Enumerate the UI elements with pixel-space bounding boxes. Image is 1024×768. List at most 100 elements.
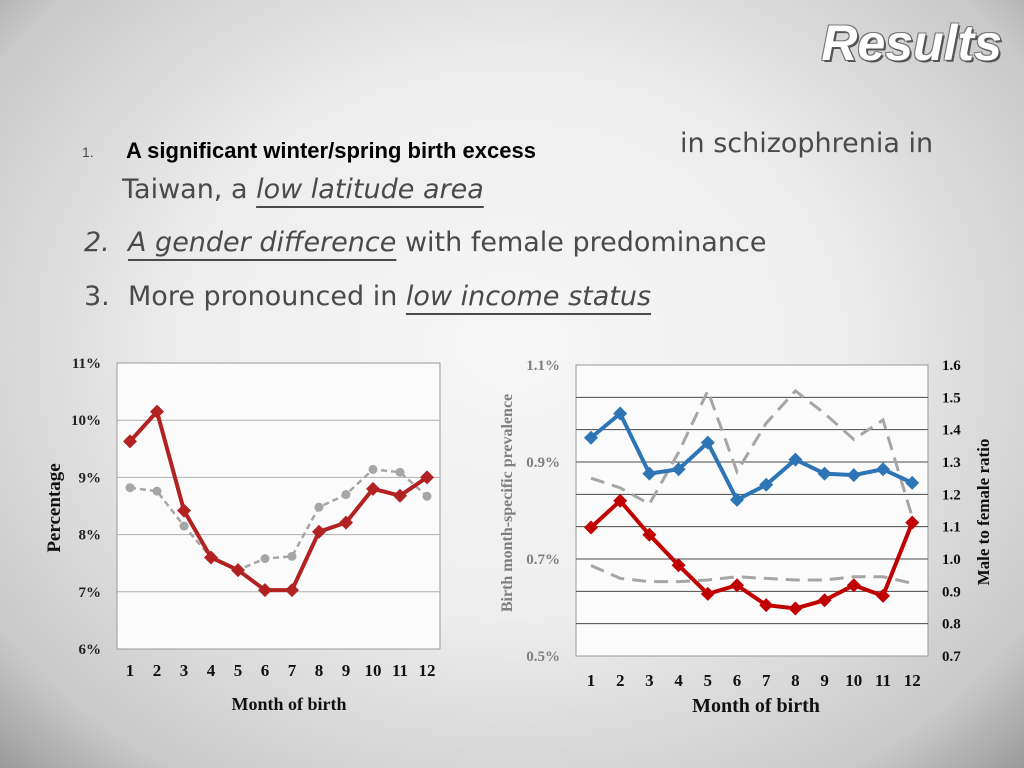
chart2-xtick-label: 6 bbox=[733, 671, 742, 690]
chart1-ytick-label: 6% bbox=[79, 642, 102, 658]
chart1-xtick-label: 12 bbox=[419, 661, 436, 680]
chart2-xtick-label: 7 bbox=[762, 671, 771, 690]
bullet-3-number: 3. bbox=[84, 281, 110, 312]
chart1-xtick-label: 2 bbox=[153, 661, 162, 680]
chart1-xtick-label: 4 bbox=[207, 661, 216, 680]
chart2-xtick-label: 2 bbox=[616, 671, 625, 690]
chart2-series-red-point bbox=[700, 586, 715, 601]
bullet-2: 2. A gender difference with female predom… bbox=[84, 227, 766, 258]
bullet-3-underlined: low income status bbox=[405, 281, 652, 312]
bullet-list: 1. A significant winter/spring birth exc… bbox=[0, 0, 1024, 330]
chart1-xtick-label: 5 bbox=[234, 661, 243, 680]
chart2-series-blue-point bbox=[759, 477, 774, 492]
chart2-series-ratio-line bbox=[590, 564, 913, 585]
bullet-1-number: 1. bbox=[82, 144, 94, 160]
bullet-3: 3. More pronounced in low income status bbox=[84, 281, 651, 312]
chart1-series-gray-point bbox=[125, 483, 135, 493]
chart1-ytick-label: 10% bbox=[71, 413, 101, 429]
bullet-1-cont-text: Taiwan, a bbox=[122, 174, 257, 205]
chart1-xlabel: Month of birth bbox=[231, 694, 346, 714]
chart2-y2tick-label: 1.3 bbox=[942, 455, 961, 471]
chart1-series-red-point bbox=[231, 563, 245, 578]
chart2-series-red-point bbox=[788, 601, 803, 616]
chart2-series-blue-point bbox=[817, 466, 832, 481]
chart2-series-blue-point bbox=[613, 406, 628, 421]
chart2-series-red-point bbox=[730, 578, 744, 593]
chart1-plot-area bbox=[116, 362, 441, 650]
chart1-ytick-label: 7% bbox=[79, 585, 102, 601]
chart2-y2tick-label: 0.9 bbox=[942, 584, 961, 600]
chart2-series-blue-point bbox=[584, 430, 598, 445]
chart1-ytick-label: 11% bbox=[72, 356, 101, 372]
chart1-series-red-point bbox=[258, 583, 272, 598]
chart1-series-gray-point bbox=[287, 551, 297, 561]
chart1-series-gray-point bbox=[341, 490, 351, 500]
chart1-series-red-point bbox=[123, 434, 137, 449]
chart2-y2tick-label: 0.8 bbox=[942, 617, 961, 633]
chart2-xtick-label: 3 bbox=[645, 671, 654, 690]
chart1-series-gray-point bbox=[260, 554, 270, 564]
chart1-series-gray-point bbox=[395, 467, 405, 477]
chart1-series-gray-point bbox=[152, 486, 162, 496]
bullet-2-text: with female predominance bbox=[396, 227, 767, 258]
chart1-xtick-label: 3 bbox=[180, 661, 189, 680]
chart1-xtick-label: 9 bbox=[342, 661, 351, 680]
chart2-ytick-label: 0.7% bbox=[526, 552, 560, 568]
chart1-ylabel: Percentage bbox=[44, 463, 65, 552]
chart1-series-red-point bbox=[366, 481, 380, 496]
chart1-series-red-point bbox=[285, 583, 299, 598]
chart2-series-red-point bbox=[613, 493, 628, 508]
chart2-y2tick-label: 1.2 bbox=[942, 487, 961, 503]
chart2-xtick-label: 4 bbox=[674, 671, 683, 690]
chart1-xtick-label: 6 bbox=[261, 661, 270, 680]
chart1-series-gray-point bbox=[368, 464, 378, 474]
chart1-series-red-point bbox=[150, 404, 164, 419]
chart1-ytick-label: 9% bbox=[79, 470, 102, 486]
chart2-series-red-line bbox=[589, 497, 915, 611]
chart2-series-red-point bbox=[817, 593, 832, 608]
chart1-series-gray-point bbox=[314, 502, 324, 512]
chart2-series-red-point bbox=[905, 515, 920, 530]
slide-title: Results bbox=[821, 15, 1002, 71]
chart2-xlabel: Month of birth bbox=[692, 695, 820, 717]
chart1-series-red-point bbox=[204, 550, 218, 565]
chart2-y2tick-label: 1.5 bbox=[942, 390, 961, 406]
chart2-series-red-point bbox=[671, 558, 686, 573]
chart2-series-blue-point bbox=[788, 452, 803, 467]
chart2-xtick-label: 11 bbox=[875, 671, 891, 690]
chart1-xtick-label: 10 bbox=[365, 661, 382, 680]
bullet-3-text: More pronounced in bbox=[128, 281, 406, 312]
chart1-series-red-line bbox=[128, 407, 429, 593]
chart2-xtick-label: 8 bbox=[791, 671, 800, 690]
chart2-series-blue-point bbox=[876, 462, 890, 477]
chart1-xtick-label: 8 bbox=[315, 661, 324, 680]
bullet-2-number: 2. bbox=[84, 227, 110, 258]
chart1-series-red-point bbox=[339, 515, 353, 530]
chart1-xtick-label: 7 bbox=[288, 661, 297, 680]
chart2-ytick-label: 1.1% bbox=[526, 358, 560, 374]
chart1-xtick-label: 11 bbox=[392, 661, 408, 680]
chart2-series-blue-point bbox=[700, 435, 715, 450]
chart1-series-red-point bbox=[393, 488, 407, 503]
chart2-series-red-point bbox=[759, 598, 774, 613]
chart2-series-blue-point bbox=[642, 466, 657, 481]
chart2-ytick-label: 0.5% bbox=[526, 649, 560, 665]
chart2-y2tick-label: 1.0 bbox=[942, 552, 961, 568]
chart2-y2tick-label: 0.7 bbox=[942, 649, 961, 665]
chart1-series-gray-line bbox=[129, 468, 428, 572]
chart1-xtick-label: 1 bbox=[126, 661, 135, 680]
bullet-2-underlined: A gender difference bbox=[128, 227, 397, 258]
chart1-series-red-point bbox=[312, 524, 326, 539]
chart2-xtick-label: 1 bbox=[587, 671, 596, 690]
chart2-y2tick-label: 1.4 bbox=[942, 423, 961, 439]
chart2-ylabel: Birth month-specific prevalence bbox=[499, 394, 516, 612]
chart2-series-ratio-line bbox=[590, 386, 914, 518]
chart2-plot-area bbox=[575, 364, 929, 657]
chart1-series-red-point bbox=[420, 470, 434, 485]
chart2-series-blue-line bbox=[589, 410, 914, 503]
chart1-series-gray-point bbox=[179, 521, 189, 531]
chart1-series-gray-point bbox=[422, 491, 432, 501]
chart2-series-red-point bbox=[846, 578, 861, 593]
chart2-y2tick-label: 1.1 bbox=[942, 520, 961, 536]
bullet-1-text: in schizophrenia in bbox=[680, 128, 934, 159]
